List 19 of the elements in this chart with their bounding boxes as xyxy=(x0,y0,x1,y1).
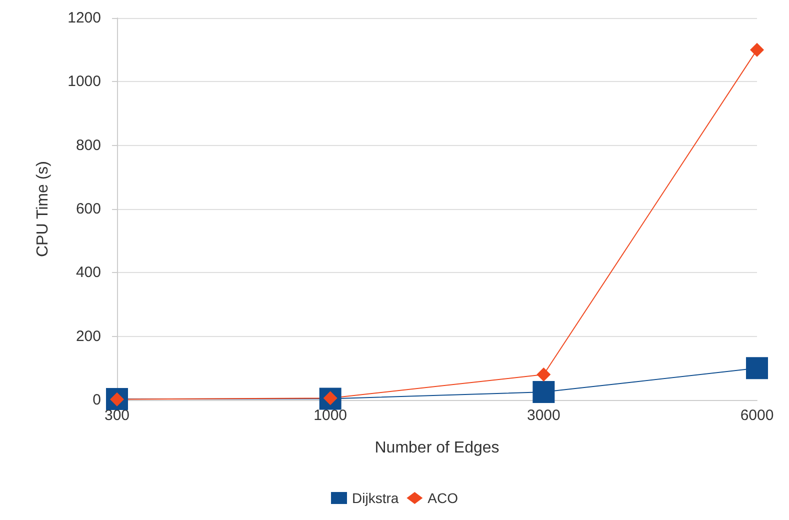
point xyxy=(746,357,768,380)
x-tick-label: 1000 xyxy=(314,407,348,424)
y-tick-label: 200 xyxy=(76,328,101,345)
y-tick-label: 0 xyxy=(92,392,101,408)
legend-label: ACO xyxy=(428,490,458,506)
point xyxy=(750,42,764,57)
x-tick-label: 3000 xyxy=(526,407,560,424)
x-axis-title: Number of Edges xyxy=(374,440,500,456)
y-axis-title: CPU Time (s) xyxy=(34,161,52,257)
y-tick-label: 800 xyxy=(76,136,101,154)
y-tick-label: 1200 xyxy=(68,10,101,26)
point xyxy=(536,368,551,382)
y-tick-label: 600 xyxy=(76,200,101,218)
y-tick-label: 1000 xyxy=(68,73,101,90)
y-tick-label: 400 xyxy=(76,264,101,282)
legend-label: Dijkstra xyxy=(352,490,399,506)
x-tick-label: 300 xyxy=(104,407,130,424)
point xyxy=(532,381,555,404)
x-tick-label: 6000 xyxy=(740,407,774,424)
